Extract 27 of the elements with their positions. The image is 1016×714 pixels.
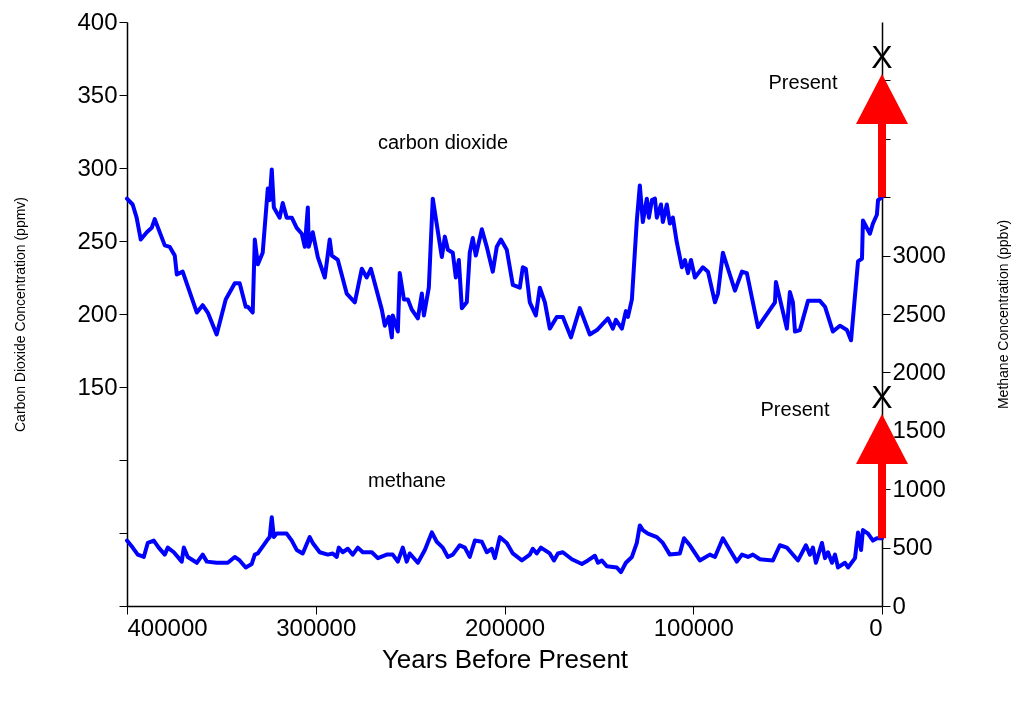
text: methane	[368, 469, 446, 491]
x-tick-label: 200000	[464, 613, 546, 641]
y-tick-label: 200	[77, 299, 118, 327]
y2-tick-label: 2000	[892, 357, 946, 385]
annotation: Present	[760, 398, 830, 420]
annotation: Present	[768, 71, 838, 93]
y-tick-label: 400	[77, 7, 118, 35]
y-tick-label: 150	[77, 372, 118, 400]
x-tick-label: 300000	[276, 613, 357, 641]
y2-tick-label: 0	[892, 591, 906, 619]
y2-axis-title: Methane Concentration (ppbv)	[994, 219, 1011, 410]
x-axis-title: Years Before Present	[381, 643, 629, 674]
y2-tick-label: 2500	[892, 299, 946, 327]
line-series	[125, 167, 884, 343]
text: carbon dioxide	[377, 131, 509, 153]
y2-tick-label: 1000	[892, 474, 946, 502]
y2-tick-label: 3000	[892, 241, 946, 269]
y-tick-label: 300	[77, 153, 118, 181]
y-tick-label: 250	[77, 226, 118, 254]
x-tick-label: 100000	[653, 613, 734, 641]
y-tick-label: 350	[77, 80, 118, 108]
line-series	[125, 515, 884, 575]
y2-tick-label: 500	[892, 533, 933, 561]
y2-tick-label: 1500	[892, 416, 946, 444]
y-axis-title: Carbon Dioxide Concentration (ppmv)	[11, 197, 28, 432]
x-tick-label: 0	[869, 613, 883, 641]
x-tick-label: 400000	[127, 613, 208, 641]
